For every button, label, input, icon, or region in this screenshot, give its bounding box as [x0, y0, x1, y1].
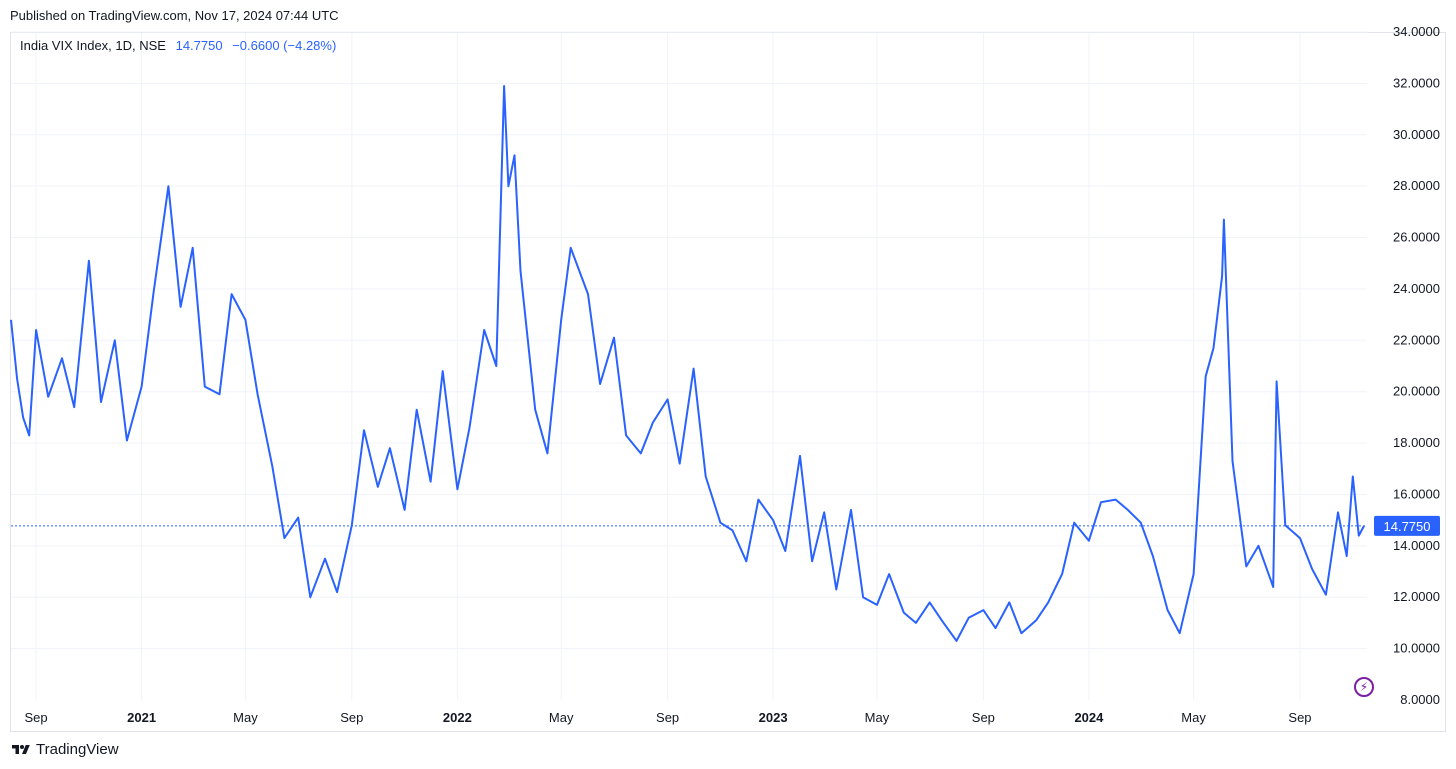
last-price-text: 14.7750 [1384, 519, 1431, 534]
published-header: Published on TradingView.com, Nov 17, 20… [10, 8, 339, 23]
y-tick-label: 26.0000 [1393, 230, 1440, 245]
y-tick-label: 34.0000 [1393, 24, 1440, 39]
legend-value: 14.7750 [175, 38, 223, 53]
footer-brand[interactable]: TradingView [10, 741, 119, 758]
y-axis: 8.0000 10.0000 12.0000 14.0000 16.0000 18.000… [1393, 24, 1440, 707]
x-axis: Sep 2021 May Sep 2022 May Sep 2023 May Sep 2024 May… [25, 710, 1312, 725]
x-tick-label: Sep [340, 710, 363, 725]
y-tick-label: 32.0000 [1393, 75, 1440, 90]
x-tick-label: May [865, 710, 890, 725]
x-tick-label: Sep [656, 710, 679, 725]
x-tick-label: 2021 [127, 710, 156, 725]
x-tick-label: 2024 [1074, 710, 1104, 725]
y-tick-label: 28.0000 [1393, 178, 1440, 193]
x-tick-label: Sep [972, 710, 995, 725]
chart-grid [11, 31, 1367, 700]
x-tick-label: May [233, 710, 258, 725]
x-tick-label: 2023 [759, 710, 788, 725]
y-tick-label: 30.0000 [1393, 127, 1440, 142]
y-tick-label: 16.0000 [1393, 486, 1440, 501]
legend-change: −0.6600 (−4.28%) [232, 38, 337, 53]
x-tick-label: 2022 [443, 710, 472, 725]
y-tick-label: 18.0000 [1393, 435, 1440, 450]
y-tick-label: 8.0000 [1400, 692, 1440, 707]
y-tick-label: 14.0000 [1393, 538, 1440, 553]
y-tick-label: 22.0000 [1393, 332, 1440, 347]
x-tick-label: Sep [25, 710, 48, 725]
last-price-label: 14.7750 [1374, 515, 1440, 536]
legend-symbol: India VIX Index, 1D, NSE [20, 38, 166, 53]
last-price-badge [1374, 515, 1440, 536]
series-line [10, 85, 1365, 642]
y-tick-label: 24.0000 [1393, 281, 1440, 296]
footer-brand-label: TradingView [36, 741, 119, 758]
lightning-icon[interactable]: ⚡ [1354, 677, 1374, 697]
tradingview-logo-icon [12, 744, 30, 754]
chart-legend: India VIX Index, 1D, NSE 14.7750 −0.6600… [20, 38, 336, 53]
x-tick-label: May [1181, 710, 1206, 725]
y-tick-label: 20.0000 [1393, 384, 1440, 399]
y-tick-label: 10.0000 [1393, 641, 1440, 656]
x-tick-label: May [549, 710, 574, 725]
x-tick-label: Sep [1288, 710, 1311, 725]
y-tick-label: 12.0000 [1393, 589, 1440, 604]
